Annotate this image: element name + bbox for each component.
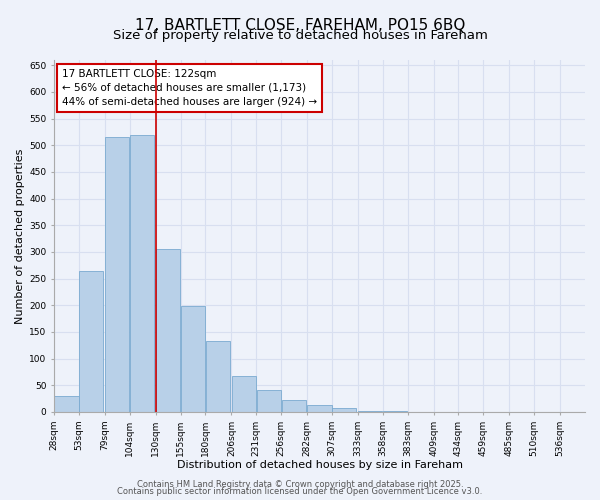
Bar [281,400,305,412]
Bar [79,270,103,412]
Bar [307,405,332,412]
X-axis label: Distribution of detached houses by size in Fareham: Distribution of detached houses by size … [176,460,463,470]
Bar [130,134,154,412]
Bar [206,341,230,412]
Text: 17, BARTLETT CLOSE, FAREHAM, PO15 6BQ: 17, BARTLETT CLOSE, FAREHAM, PO15 6BQ [135,18,465,32]
Y-axis label: Number of detached properties: Number of detached properties [15,148,25,324]
Text: Contains public sector information licensed under the Open Government Licence v3: Contains public sector information licen… [118,487,482,496]
Bar [55,396,79,412]
Text: 17 BARTLETT CLOSE: 122sqm
← 56% of detached houses are smaller (1,173)
44% of se: 17 BARTLETT CLOSE: 122sqm ← 56% of detac… [62,69,317,107]
Bar [105,138,130,412]
Text: Size of property relative to detached houses in Fareham: Size of property relative to detached ho… [113,29,487,42]
Bar [181,306,205,412]
Bar [232,376,256,412]
Bar [156,249,180,412]
Bar [332,408,356,412]
Text: Contains HM Land Registry data © Crown copyright and database right 2025.: Contains HM Land Registry data © Crown c… [137,480,463,489]
Bar [257,390,281,412]
Bar [358,411,382,412]
